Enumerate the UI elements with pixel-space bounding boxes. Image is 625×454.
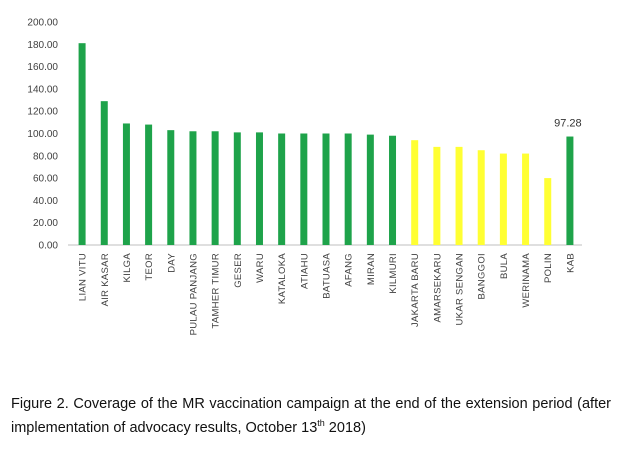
y-tick-label: 0.00 (39, 241, 59, 252)
bar (522, 153, 530, 245)
category-label: ATIAHU (299, 253, 310, 289)
bar (278, 133, 286, 245)
category-label: TEOR (144, 253, 155, 281)
category-label: AFANG (344, 253, 355, 287)
y-tick-label: 140.00 (27, 84, 58, 95)
category-label: POLIN (543, 253, 554, 283)
bar (322, 133, 330, 245)
bar (122, 123, 130, 245)
category-label: KAB (565, 253, 576, 273)
data-label: 97.28 (554, 118, 582, 130)
y-tick-label: 60.00 (33, 174, 58, 185)
bar (78, 43, 86, 246)
category-label: GESER (233, 253, 244, 288)
category-label: PULAU PANJANG (188, 253, 199, 335)
y-axis-ticks: 0.00 20.00 40.00 60.00 80.00 100.00 120.00 140.… (27, 18, 58, 252)
caption-text: Figure 2. Coverage of the MR vaccination… (11, 396, 611, 436)
category-label: KILMURI (388, 253, 399, 294)
category-label: WERINAMA (521, 253, 532, 308)
category-label: DAY (166, 253, 177, 273)
caption-tail: 2018) (324, 420, 366, 436)
bar (411, 140, 419, 245)
bar (189, 131, 197, 245)
y-tick-label: 80.00 (33, 151, 58, 162)
category-label: TAMHER TIMUR (211, 253, 222, 329)
category-label: JAKARTA BARU (410, 253, 421, 327)
bar (366, 134, 374, 245)
category-label: UKAR SENGAN (455, 253, 466, 325)
bar (145, 124, 153, 245)
y-tick-label: 20.00 (33, 218, 58, 229)
category-label: AIR KASAR (100, 253, 111, 306)
category-labels: LIAN VITU AIR KASAR KILGA TEOR DAY PULAU PANJ… (78, 253, 577, 336)
bar (499, 153, 507, 245)
figure-caption: Figure 2. Coverage of the MR vaccination… (11, 392, 611, 440)
bar (433, 146, 441, 245)
category-label: AMARSEKARU (432, 253, 443, 323)
y-tick-label: 120.00 (27, 107, 58, 118)
category-label: KATALOKA (277, 253, 288, 305)
category-label: LIAN VITU (78, 253, 89, 301)
bar (100, 101, 108, 245)
category-label: BULA (499, 253, 510, 279)
category-label: KILGA (122, 253, 133, 283)
bar (566, 136, 574, 245)
bar (255, 132, 263, 245)
data-labels: 97.28 (554, 118, 582, 130)
bar (477, 150, 485, 245)
y-tick-label: 160.00 (27, 62, 58, 73)
y-tick-label: 180.00 (27, 40, 58, 51)
category-label: BANGGOI (477, 253, 488, 299)
y-tick-label: 200.00 (27, 18, 58, 29)
bar (167, 130, 175, 245)
bar (544, 178, 552, 245)
bar (233, 132, 241, 245)
y-tick-label: 40.00 (33, 196, 58, 207)
caption-superscript: th (317, 418, 325, 429)
category-label: BATUASA (322, 253, 333, 299)
bar (344, 133, 352, 245)
bar (300, 133, 308, 245)
category-label: WARU (255, 253, 266, 283)
coverage-bar-chart: 0.00 20.00 40.00 60.00 80.00 100.00 120.00 140.… (27, 18, 582, 336)
bars (78, 43, 574, 246)
bar (389, 135, 397, 245)
bar (211, 131, 219, 245)
y-tick-label: 100.00 (27, 129, 58, 140)
bar (455, 146, 463, 245)
category-label: MIRAN (366, 253, 377, 285)
